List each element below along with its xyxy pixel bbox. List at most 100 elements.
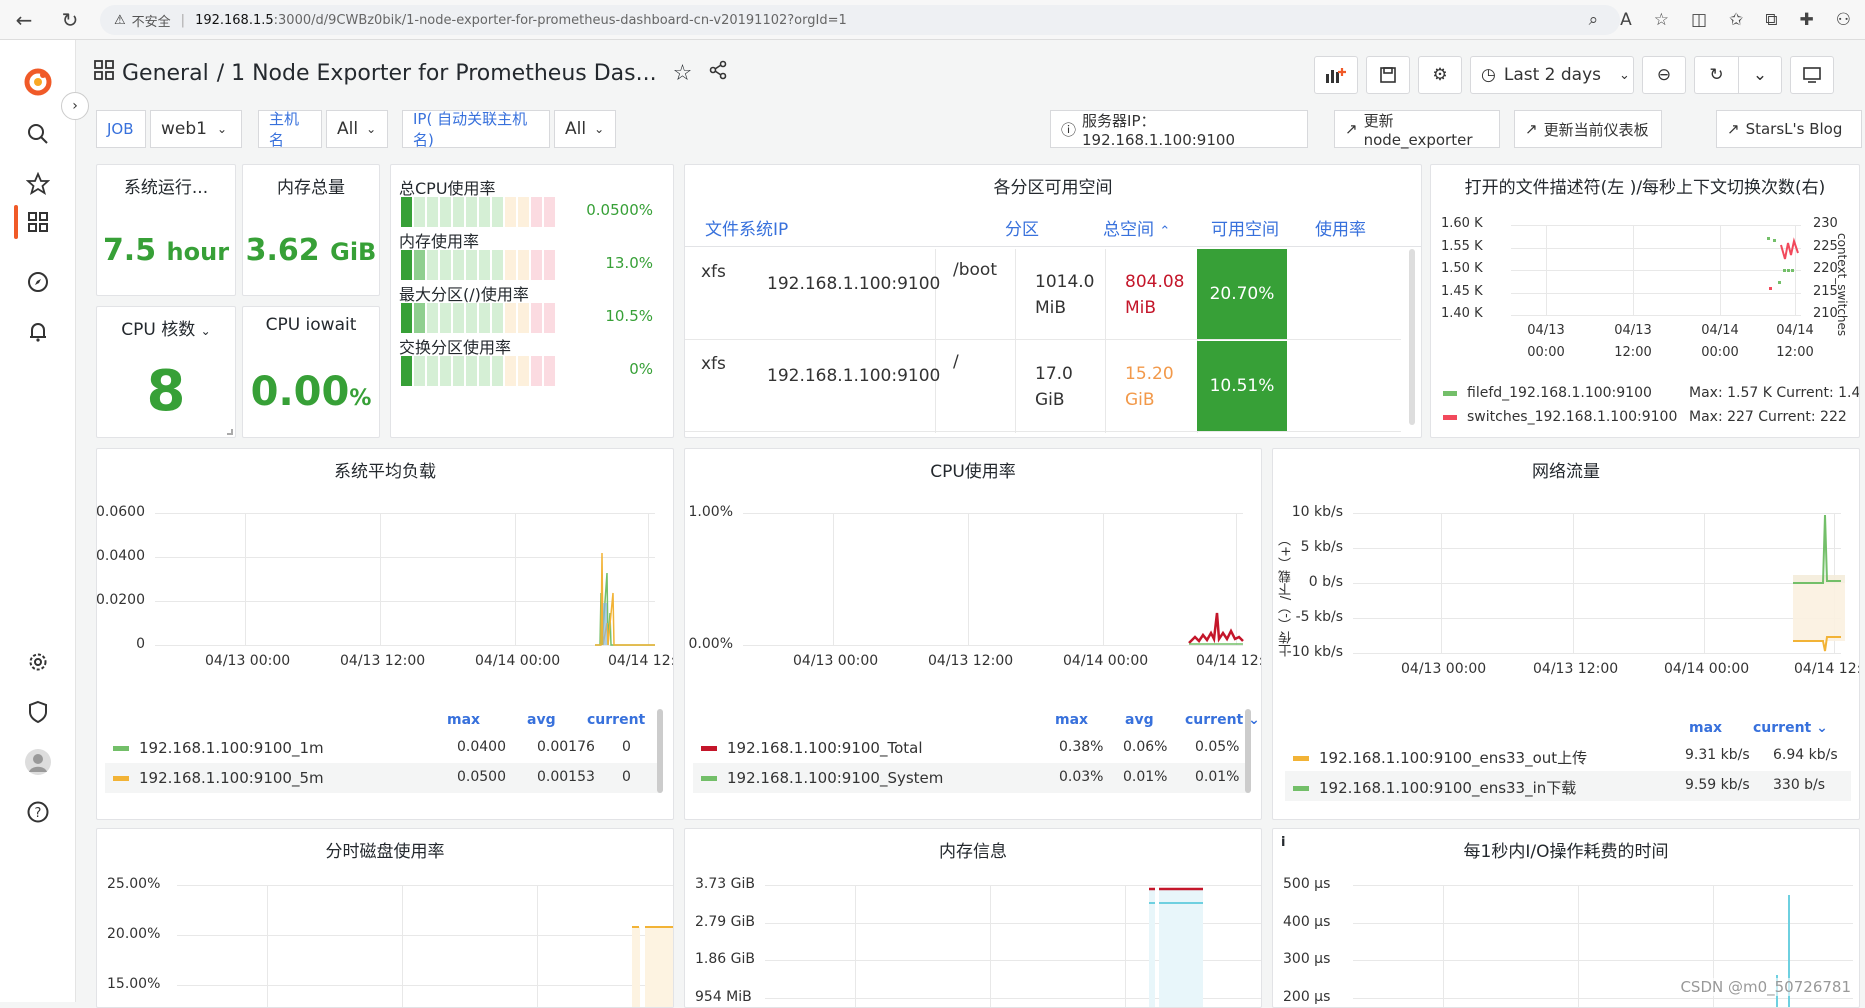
x-tick-label: 04/13 [1516,323,1576,338]
refresh-interval-chevron-icon[interactable]: ⌄ [1738,56,1782,94]
search-icon[interactable] [16,112,60,156]
col-header-usage[interactable]: 使用率 [1315,215,1366,240]
y-tick-label: 0.0400 [96,548,145,564]
help-icon[interactable]: ? [16,790,60,834]
dashboards-icon[interactable] [16,200,60,244]
panel-title: CPU使用率 [685,457,1261,482]
legend-series-name: 192.168.1.100:9100_ens33_out上传 [1293,747,1587,768]
gauge-cell [440,197,451,227]
legend-stats: Max: 227 Current: 222 [1689,409,1847,425]
sort-asc-icon: ⌃ [1159,224,1170,239]
legend-header: max [1689,720,1722,736]
zoom-out-icon[interactable]: ⊖ [1642,56,1686,94]
gauge-label: 最大分区(/)使用率 [399,281,529,305]
profile-icon[interactable]: ⚇ [1836,10,1851,30]
info-icon: ⓘ [1061,119,1076,140]
legend-header: max [1055,712,1088,728]
gauge-cell [492,303,503,333]
settings-gear-icon[interactable]: ⚙ [1418,56,1462,94]
resize-handle[interactable] [227,429,233,435]
address-bar[interactable]: ⚠ 不安全 | 192.168.1.5:3000/d/9CWBz0bik/1-n… [100,5,1620,35]
y-tick-label: 0 [136,636,145,652]
gauge-value: 13.0% [605,254,653,272]
shield-icon[interactable] [16,690,60,734]
read-aloud-icon[interactable]: A [1620,10,1632,30]
alerting-icon[interactable] [16,310,60,354]
gauge-cell [440,250,451,280]
gridline-h [743,645,1243,646]
link3-text: StarsL's Blog [1746,120,1843,138]
gauge-cell [505,197,516,227]
x-tick-label: 04/14 12:00 [1196,653,1262,669]
series-switches [1781,241,1798,259]
reload-icon[interactable]: ↻ [52,8,88,32]
share-icon[interactable] [708,60,728,86]
favorites-bar-icon[interactable]: ✩ [1729,10,1743,30]
col-header-total[interactable]: 总空间 ⌃ [1103,215,1170,240]
star-icon[interactable]: ☆ [673,61,693,86]
panel-title: 系统平均负载 [97,457,673,482]
grafana-logo-icon[interactable] [16,60,60,104]
y-tick-label: 0.0200 [96,592,145,608]
configuration-gear-icon[interactable] [16,640,60,684]
favorite-icon[interactable]: ☆ [1654,10,1669,30]
back-icon[interactable]: ← [6,8,42,32]
folder-link[interactable]: General [122,61,209,86]
x-tick-label: 04/13 12:00 [1533,661,1613,677]
gauge-cell [544,250,555,280]
panel-title: 各分区可用空间 [685,173,1421,198]
explore-icon[interactable] [16,260,60,304]
legend-avg: 0.01% [1123,769,1167,785]
collections-icon[interactable]: ⧉ [1765,10,1777,30]
ip-variable-select[interactable]: All⌄ [554,110,616,148]
gauge-cell [401,250,412,280]
row-divider [685,339,1401,340]
link2-text: 更新当前仪表板 [1544,119,1649,140]
col-header-available[interactable]: 可用空间 [1211,215,1279,240]
legend-swatch [1443,415,1457,420]
sidebar-toggle-button[interactable]: › [61,92,89,120]
gauge-cell [466,356,477,386]
host-variable-select[interactable]: All⌄ [326,110,388,148]
job-variable-select[interactable]: web1⌄ [150,110,242,148]
panel-title: 内存信息 [685,837,1261,862]
series-point [1791,269,1794,272]
update-dashboard-link[interactable]: ↗更新当前仪表板 [1514,110,1662,148]
gauge-label: 内存使用率 [399,228,479,252]
table-scrollbar[interactable] [1409,249,1415,425]
y-tick-label: 500 µs [1283,876,1330,892]
col-header-fs-ip[interactable]: 文件系统IP [705,215,788,240]
external-link-icon: ↗ [1345,120,1358,138]
split-screen-icon[interactable]: ◫ [1691,10,1707,30]
dashboard-grid-icon [94,60,114,86]
cell-fs: xfs [701,257,726,287]
legend-series-name: filefd_192.168.1.100:9100 [1443,385,1652,401]
user-avatar-icon[interactable] [16,740,60,784]
y-tick-label: 300 µs [1283,951,1330,967]
tv-mode-icon[interactable] [1790,56,1834,94]
blog-link[interactable]: ↗StarsL's Blog [1716,110,1862,148]
x-tick-label: 04/13 12:00 [928,653,1008,669]
extensions-icon[interactable]: ✚ [1800,10,1814,30]
save-dashboard-icon[interactable] [1366,56,1410,94]
time-picker-button[interactable]: ◷ Last 2 days ⌄ [1470,56,1634,94]
gauge-cell [518,197,529,227]
dashboard-title[interactable]: / 1 Node Exporter for Prometheus Das... [217,61,657,86]
plot-area [155,513,655,645]
cpu-cores-value: 8 [97,359,235,424]
cell-ip: 192.168.1.100:9100 [767,361,940,391]
add-panel-button[interactable] [1314,56,1358,94]
panel-title[interactable]: CPU 核数 ⌄ [97,315,235,340]
zoom-icon[interactable]: ⌕ [1589,10,1599,30]
col-header-mount[interactable]: 分区 [1005,215,1039,240]
update-node-exporter-link[interactable]: ↗更新node_exporter [1334,110,1500,148]
legend-avg: 0.00153 [537,769,595,785]
x-tick-label: 04/14 00:00 [1664,661,1744,677]
gauge-cell [544,197,555,227]
refresh-icon[interactable]: ↻ [1694,56,1738,94]
y-tick-label: 3.73 GiB [695,876,755,892]
y-tick-label: 25.00% [107,876,160,892]
